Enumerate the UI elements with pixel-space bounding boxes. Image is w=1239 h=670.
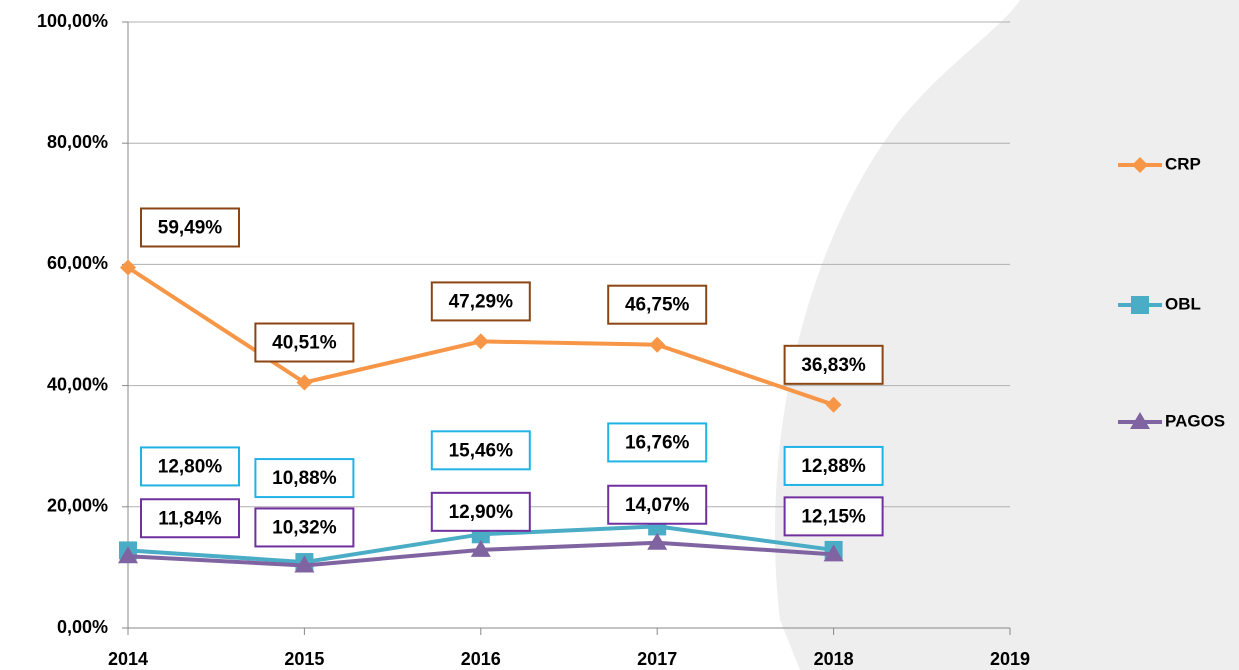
data-label-box xyxy=(607,484,708,525)
y-tick-label: 60,00% xyxy=(47,253,108,273)
legend-marker xyxy=(1130,412,1150,429)
data-point xyxy=(823,544,844,562)
data-label-text: 12,90% xyxy=(449,502,514,523)
data-point xyxy=(120,259,136,276)
data-label: 14,07% xyxy=(607,484,708,525)
data-label: 36,83% xyxy=(783,344,884,385)
data-label-box xyxy=(607,422,708,463)
data-point xyxy=(825,396,842,413)
data-label-box xyxy=(140,207,240,248)
data-label: 40,51% xyxy=(254,322,355,363)
data-label: 12,88% xyxy=(783,445,884,486)
legend-label: OBL xyxy=(1165,294,1201,313)
data-point xyxy=(649,336,666,353)
data-point xyxy=(472,333,489,350)
data-point xyxy=(118,546,138,564)
data-label: 11,84% xyxy=(140,498,240,539)
data-label-text: 10,32% xyxy=(272,517,337,538)
background-emblem xyxy=(775,0,1239,670)
data-label-text: 12,15% xyxy=(801,506,866,527)
data-label-box xyxy=(254,322,355,363)
data-label-box xyxy=(430,491,531,532)
data-point xyxy=(470,539,491,557)
data-label-text: 59,49% xyxy=(158,218,223,239)
data-label-box xyxy=(783,344,884,385)
x-tick-label: 2015 xyxy=(284,649,324,669)
data-label-box xyxy=(140,446,240,487)
data-label-text: 46,75% xyxy=(625,295,690,316)
data-label: 16,76% xyxy=(607,422,708,463)
x-tick-label: 2016 xyxy=(461,649,501,669)
data-label-box xyxy=(783,496,884,537)
data-label: 10,32% xyxy=(254,507,355,548)
data-label-box xyxy=(140,498,240,539)
data-label-box xyxy=(783,445,884,486)
data-label-box xyxy=(254,458,355,499)
legend-marker xyxy=(1131,296,1149,314)
legend-label: CRP xyxy=(1165,154,1201,173)
data-label: 59,49% xyxy=(140,207,240,248)
data-point xyxy=(294,555,315,573)
x-tick-label: 2014 xyxy=(108,649,148,669)
x-tick-label: 2017 xyxy=(637,649,677,669)
data-label: 12,80% xyxy=(140,446,240,487)
data-label: 12,90% xyxy=(430,491,531,532)
data-label: 46,75% xyxy=(607,284,708,325)
data-label-text: 15,46% xyxy=(449,440,514,461)
data-label-text: 10,88% xyxy=(272,468,337,489)
legend-label: PAGOS xyxy=(1165,411,1225,430)
data-label-text: 12,80% xyxy=(158,456,223,477)
data-label-box xyxy=(430,430,531,471)
data-label-box xyxy=(607,284,708,325)
data-label: 15,46% xyxy=(430,430,531,471)
y-tick-label: 0,00% xyxy=(57,617,108,637)
y-tick-label: 100,00% xyxy=(37,11,108,31)
data-label-text: 11,84% xyxy=(158,508,221,529)
data-label-text: 12,88% xyxy=(801,456,866,477)
data-point xyxy=(296,374,313,391)
legend-marker xyxy=(1132,157,1148,173)
y-tick-label: 80,00% xyxy=(47,132,108,152)
data-label: 47,29% xyxy=(430,281,531,322)
data-label-text: 36,83% xyxy=(801,355,866,376)
x-tick-label: 2018 xyxy=(814,649,854,669)
data-label-text: 16,76% xyxy=(625,432,690,453)
data-label-box xyxy=(430,281,531,322)
data-label: 12,15% xyxy=(783,496,884,537)
y-tick-label: 20,00% xyxy=(47,496,108,516)
data-label-text: 14,07% xyxy=(625,495,690,516)
data-label-text: 40,51% xyxy=(272,333,337,354)
data-point xyxy=(647,532,668,550)
y-tick-label: 40,00% xyxy=(47,374,108,394)
x-tick-label: 2019 xyxy=(990,649,1030,669)
data-label-text: 47,29% xyxy=(449,291,514,312)
data-label-box xyxy=(254,507,355,548)
data-label: 10,88% xyxy=(254,458,355,499)
